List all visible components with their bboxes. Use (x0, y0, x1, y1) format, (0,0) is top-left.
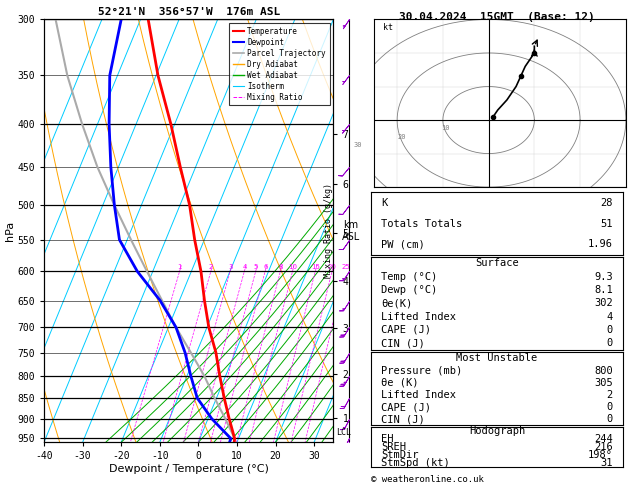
Y-axis label: hPa: hPa (4, 221, 14, 241)
Text: © weatheronline.co.uk: © weatheronline.co.uk (371, 474, 484, 484)
Text: Lifted Index: Lifted Index (381, 312, 456, 322)
Text: θe(K): θe(K) (381, 298, 413, 308)
Text: CAPE (J): CAPE (J) (381, 402, 431, 412)
Text: 1: 1 (177, 264, 182, 270)
Text: 4: 4 (243, 264, 247, 270)
Text: 0: 0 (606, 325, 613, 335)
Text: θe (K): θe (K) (381, 378, 419, 388)
Text: 2: 2 (209, 264, 213, 270)
Text: 1.96: 1.96 (587, 239, 613, 249)
Text: 305: 305 (594, 378, 613, 388)
Text: 30.04.2024  15GMT  (Base: 12): 30.04.2024 15GMT (Base: 12) (399, 12, 595, 22)
Text: Lifted Index: Lifted Index (381, 390, 456, 400)
Text: CIN (J): CIN (J) (381, 414, 425, 424)
Text: 6: 6 (263, 264, 268, 270)
Text: Most Unstable: Most Unstable (456, 353, 538, 364)
Text: LCL: LCL (337, 428, 352, 437)
Text: 302: 302 (594, 298, 613, 308)
Text: 20: 20 (328, 264, 337, 270)
Text: 198°: 198° (587, 450, 613, 460)
Text: Totals Totals: Totals Totals (381, 219, 462, 228)
Text: 10: 10 (441, 125, 449, 131)
Text: StmDir: StmDir (381, 450, 419, 460)
Text: 8.1: 8.1 (594, 285, 613, 295)
Text: 25: 25 (341, 264, 350, 270)
Text: 9.3: 9.3 (594, 272, 613, 281)
Text: CIN (J): CIN (J) (381, 338, 425, 348)
Text: Dewp (°C): Dewp (°C) (381, 285, 437, 295)
Text: 10: 10 (288, 264, 298, 270)
Text: Surface: Surface (475, 258, 519, 268)
Text: Mixing Ratio (g/kg): Mixing Ratio (g/kg) (325, 183, 333, 278)
Text: Temp (°C): Temp (°C) (381, 272, 437, 281)
Text: 4: 4 (606, 312, 613, 322)
Text: 31: 31 (600, 458, 613, 468)
Text: 30: 30 (354, 142, 362, 148)
Text: 0: 0 (606, 402, 613, 412)
Text: SREH: SREH (381, 442, 406, 451)
Text: 2: 2 (606, 390, 613, 400)
Text: 28: 28 (600, 198, 613, 208)
Text: 0: 0 (606, 414, 613, 424)
Text: Pressure (mb): Pressure (mb) (381, 365, 462, 376)
Text: Hodograph: Hodograph (469, 426, 525, 435)
Text: 5: 5 (253, 264, 258, 270)
Text: 216: 216 (594, 442, 613, 451)
Text: 3: 3 (228, 264, 233, 270)
Text: 15: 15 (311, 264, 320, 270)
Text: 8: 8 (279, 264, 283, 270)
Text: kt: kt (384, 22, 393, 32)
X-axis label: Dewpoint / Temperature (°C): Dewpoint / Temperature (°C) (109, 464, 269, 474)
Text: PW (cm): PW (cm) (381, 239, 425, 249)
Title: 52°21'N  356°57'W  176m ASL: 52°21'N 356°57'W 176m ASL (97, 7, 280, 17)
Y-axis label: km
ASL: km ASL (342, 220, 360, 242)
Text: StmSpd (kt): StmSpd (kt) (381, 458, 450, 468)
Text: 800: 800 (594, 365, 613, 376)
Text: 244: 244 (594, 434, 613, 444)
Text: 51: 51 (600, 219, 613, 228)
Text: 20: 20 (398, 134, 406, 140)
Text: 0: 0 (606, 338, 613, 348)
Legend: Temperature, Dewpoint, Parcel Trajectory, Dry Adiabat, Wet Adiabat, Isotherm, Mi: Temperature, Dewpoint, Parcel Trajectory… (229, 23, 330, 105)
Text: CAPE (J): CAPE (J) (381, 325, 431, 335)
Text: K: K (381, 198, 387, 208)
Text: EH: EH (381, 434, 394, 444)
